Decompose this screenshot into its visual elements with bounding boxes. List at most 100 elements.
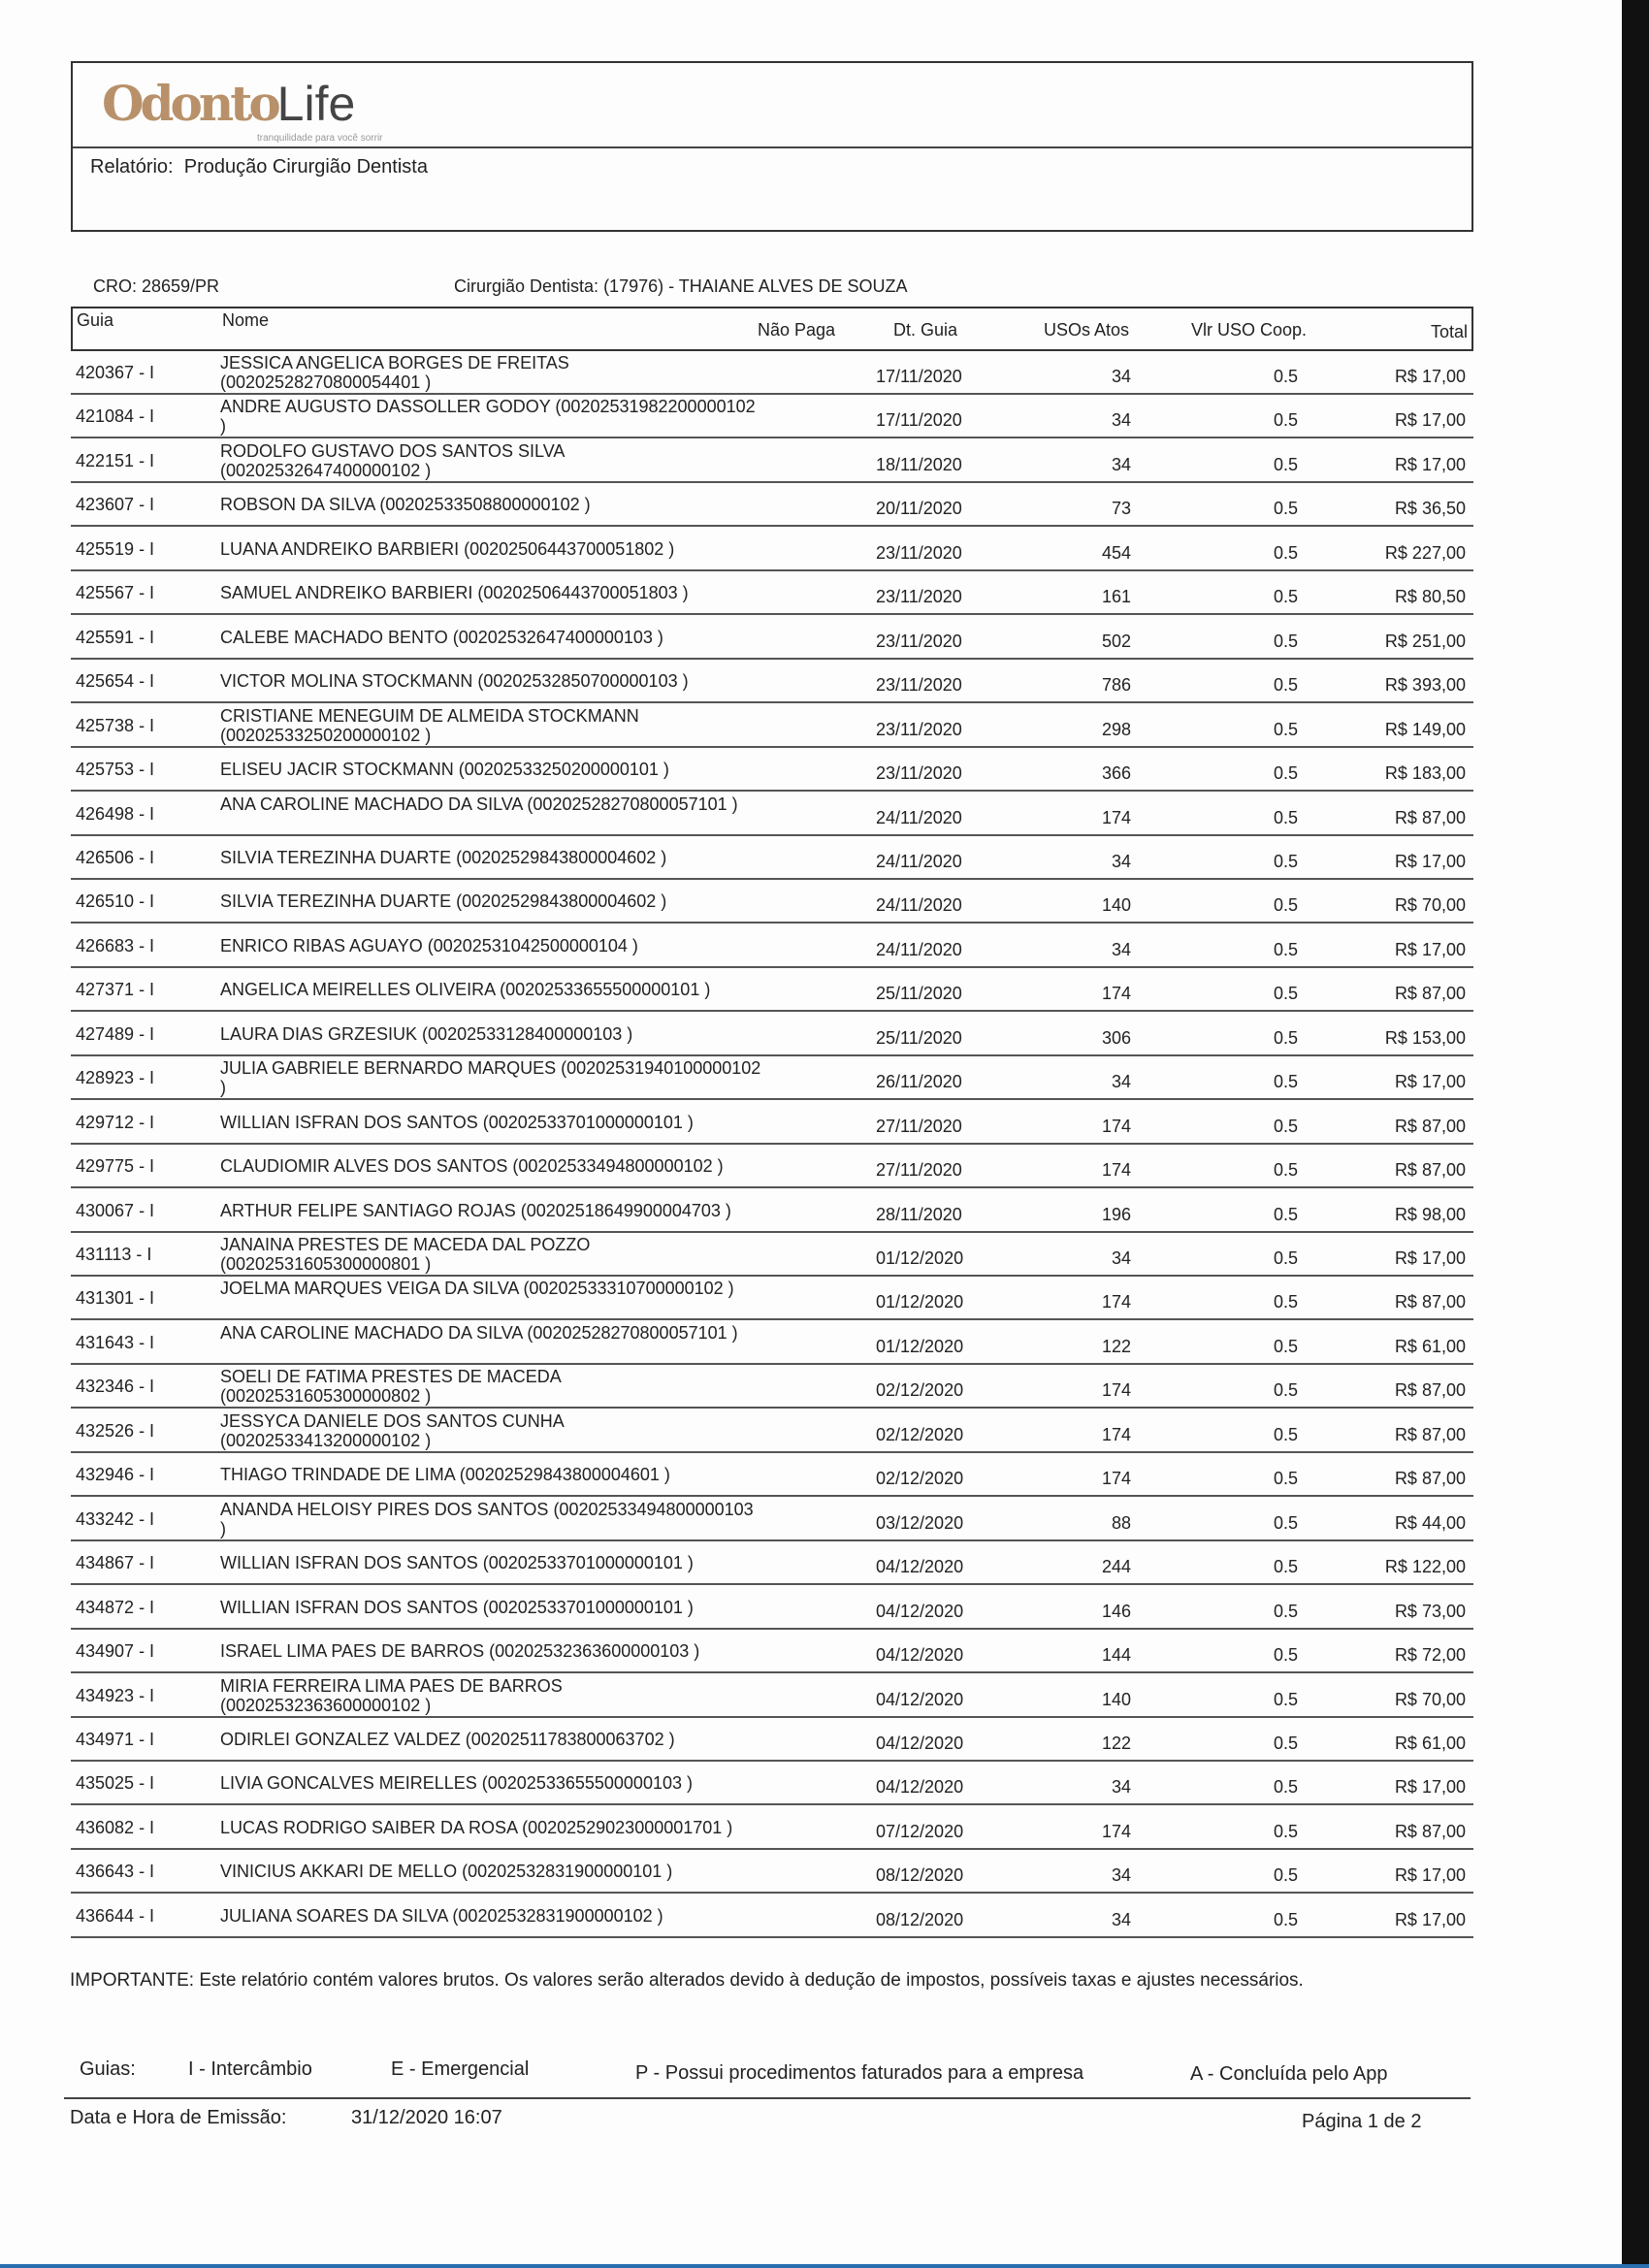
total-cell: R$ 98,00 bbox=[1394, 1204, 1466, 1224]
report-title: Relatório: Produção Cirurgião Dentista bbox=[90, 156, 428, 178]
vlr-uso-cell: 0.5 bbox=[1273, 939, 1298, 959]
date-cell: 24/11/2020 bbox=[876, 895, 962, 916]
usos-cell: 88 bbox=[1111, 1512, 1131, 1533]
table-row: 421084 - I ANDRE AUGUSTO DASSOLLER GODOY … bbox=[71, 395, 1473, 439]
usos-cell: 786 bbox=[1101, 675, 1131, 696]
table-row: 436082 - I LUCAS RODRIGO SAIBER DA ROSA (… bbox=[71, 1806, 1473, 1850]
date-cell: 02/12/2020 bbox=[876, 1380, 964, 1401]
total-cell: R$ 17,00 bbox=[1394, 1777, 1466, 1798]
vlr-uso-cell: 0.5 bbox=[1273, 1380, 1298, 1401]
name-cell: CLAUDIOMIR ALVES DOS SANTOS (00202533494… bbox=[220, 1156, 724, 1177]
usos-cell: 140 bbox=[1101, 1689, 1131, 1709]
vlr-uso-cell: 0.5 bbox=[1273, 895, 1298, 916]
total-cell: R$ 17,00 bbox=[1394, 939, 1466, 959]
usos-cell: 122 bbox=[1101, 1336, 1131, 1356]
usos-cell: 161 bbox=[1101, 587, 1131, 607]
usos-cell: 140 bbox=[1101, 895, 1131, 916]
date-cell: 17/11/2020 bbox=[876, 367, 962, 386]
name-cell: MIRIA FERREIRA LIMA PAES DE BARROS (0020… bbox=[220, 1675, 563, 1715]
table-row: 434872 - I WILLIAN ISFRAN DOS SANTOS (002… bbox=[71, 1586, 1473, 1630]
guia-cell: 429712 - I bbox=[76, 1112, 155, 1132]
total-cell: R$ 122,00 bbox=[1384, 1557, 1466, 1577]
total-cell: R$ 149,00 bbox=[1384, 719, 1466, 739]
name-cell: WILLIAN ISFRAN DOS SANTOS (0020253370100… bbox=[220, 1553, 694, 1573]
date-cell: 01/12/2020 bbox=[876, 1292, 964, 1312]
total-cell: R$ 17,00 bbox=[1394, 1865, 1466, 1886]
vlr-uso-cell: 0.5 bbox=[1273, 763, 1298, 784]
vlr-uso-cell: 0.5 bbox=[1273, 631, 1298, 651]
guia-cell: 434971 - I bbox=[76, 1729, 155, 1749]
vlr-uso-cell: 0.5 bbox=[1273, 1072, 1298, 1092]
vlr-uso-cell: 0.5 bbox=[1273, 1336, 1298, 1356]
total-cell: R$ 17,00 bbox=[1394, 1072, 1466, 1092]
total-cell: R$ 17,00 bbox=[1394, 410, 1466, 431]
guia-cell: 425567 - I bbox=[76, 583, 155, 603]
total-cell: R$ 36,50 bbox=[1394, 499, 1466, 519]
name-cell: ANANDA HELOISY PIRES DOS SANTOS (0020253… bbox=[220, 1499, 754, 1539]
date-cell: 04/12/2020 bbox=[876, 1645, 964, 1666]
vlr-uso-cell: 0.5 bbox=[1273, 367, 1298, 386]
total-cell: R$ 73,00 bbox=[1394, 1601, 1466, 1621]
usos-cell: 298 bbox=[1101, 719, 1131, 739]
date-cell: 23/11/2020 bbox=[876, 587, 962, 607]
date-cell: 07/12/2020 bbox=[876, 1821, 964, 1841]
guia-cell: 434907 - I bbox=[76, 1641, 155, 1662]
legend-item: P - Possui procedimentos faturados para … bbox=[635, 2062, 1084, 2084]
total-cell: R$ 70,00 bbox=[1394, 1689, 1466, 1709]
table-row: 432346 - I SOELI DE FATIMA PRESTES DE MAC… bbox=[71, 1365, 1473, 1409]
guia-cell: 426506 - I bbox=[76, 847, 155, 867]
name-cell: ELISEU JACIR STOCKMANN (0020253325020000… bbox=[220, 760, 669, 780]
vlr-uso-cell: 0.5 bbox=[1273, 1512, 1298, 1533]
total-cell: R$ 393,00 bbox=[1384, 675, 1466, 696]
total-cell: R$ 87,00 bbox=[1394, 1116, 1466, 1136]
name-cell: ISRAEL LIMA PAES DE BARROS (002025323636… bbox=[220, 1641, 700, 1662]
guia-cell: 429775 - I bbox=[76, 1156, 155, 1177]
guia-cell: 436644 - I bbox=[76, 1905, 155, 1926]
vlr-uso-cell: 0.5 bbox=[1273, 1160, 1298, 1181]
col-nome: Nome bbox=[222, 310, 270, 330]
scan-edge bbox=[1622, 0, 1649, 2268]
name-cell: SAMUEL ANDREIKO BARBIERI (00202506443700… bbox=[220, 583, 689, 603]
table-row: 431643 - I ANA CAROLINE MACHADO DA SILVA … bbox=[71, 1321, 1473, 1365]
usos-cell: 34 bbox=[1111, 367, 1131, 386]
guia-cell: 432346 - I bbox=[76, 1377, 155, 1397]
guia-cell: 426498 - I bbox=[76, 803, 155, 824]
divider bbox=[73, 146, 1471, 148]
date-cell: 02/12/2020 bbox=[876, 1424, 964, 1444]
page-number: Página 1 de 2 bbox=[1302, 2111, 1422, 2132]
usos-cell: 366 bbox=[1101, 763, 1131, 784]
total-cell: R$ 17,00 bbox=[1394, 1909, 1466, 1929]
usos-cell: 174 bbox=[1101, 1380, 1131, 1401]
vlr-uso-cell: 0.5 bbox=[1273, 410, 1298, 431]
divider bbox=[64, 2097, 1471, 2099]
date-cell: 27/11/2020 bbox=[876, 1160, 962, 1181]
usos-cell: 34 bbox=[1111, 454, 1131, 474]
usos-cell: 34 bbox=[1111, 1777, 1131, 1798]
total-cell: R$ 17,00 bbox=[1394, 851, 1466, 871]
col-vlr-uso: Vlr USO Coop. bbox=[1190, 320, 1307, 340]
guia-cell: 434923 - I bbox=[76, 1685, 155, 1705]
usos-cell: 174 bbox=[1101, 1424, 1131, 1444]
usos-cell: 244 bbox=[1101, 1557, 1131, 1577]
report-title-text: Produção Cirurgião Dentista bbox=[183, 156, 428, 178]
usos-cell: 73 bbox=[1111, 499, 1131, 519]
date-cell: 23/11/2020 bbox=[876, 542, 962, 563]
vlr-uso-cell: 0.5 bbox=[1273, 542, 1298, 563]
usos-cell: 34 bbox=[1111, 1865, 1131, 1886]
name-cell: ANA CAROLINE MACHADO DA SILVA (002025282… bbox=[220, 1322, 738, 1343]
date-cell: 23/11/2020 bbox=[876, 631, 962, 651]
date-cell: 04/12/2020 bbox=[876, 1601, 964, 1621]
legend-label: Guias: bbox=[80, 2058, 136, 2080]
name-cell: ANA CAROLINE MACHADO DA SILVA (002025282… bbox=[220, 794, 738, 814]
table-row: 433242 - I ANANDA HELOISY PIRES DOS SANTO… bbox=[71, 1498, 1473, 1541]
usos-cell: 122 bbox=[1101, 1733, 1131, 1753]
total-cell: R$ 87,00 bbox=[1394, 1160, 1466, 1181]
dentist: Cirurgião Dentista: (17976) - THAIANE AL… bbox=[454, 276, 908, 296]
table-row: 425519 - I LUANA ANDREIKO BARBIERI (00202… bbox=[71, 528, 1473, 571]
col-usos: USOs Atos bbox=[1043, 320, 1129, 340]
guia-cell: 426510 - I bbox=[76, 891, 155, 912]
table-row: 426683 - I ENRICO RIBAS AGUAYO (002025310… bbox=[71, 924, 1473, 968]
col-total: Total bbox=[1430, 322, 1468, 341]
name-cell: JANAINA PRESTES DE MACEDA DAL POZZO (002… bbox=[220, 1235, 591, 1274]
legend-item: I - Intercâmbio bbox=[188, 2058, 312, 2080]
